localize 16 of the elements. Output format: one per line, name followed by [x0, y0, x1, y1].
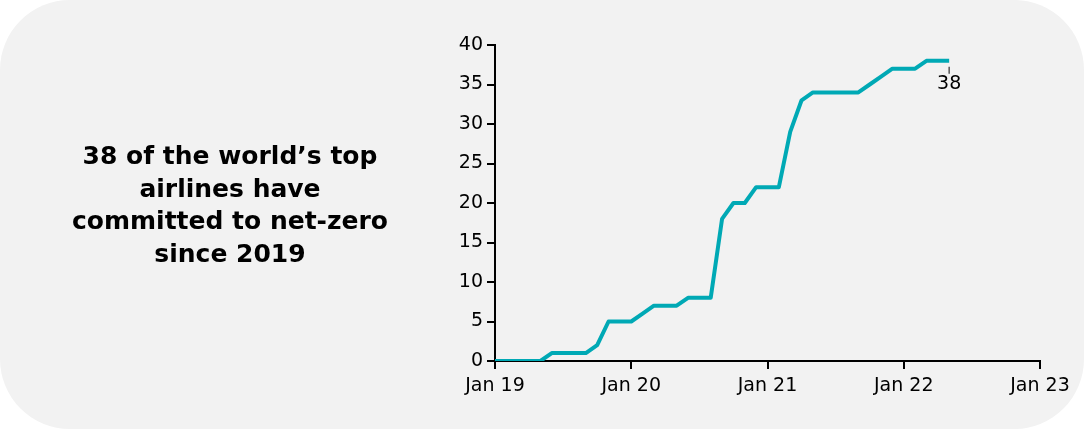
y-tick-label: 20: [458, 189, 483, 212]
y-tick-label: 40: [458, 31, 483, 54]
y-tick-label: 15: [458, 229, 483, 252]
y-tick-label: 30: [458, 110, 483, 133]
x-tick-label: Jan 22: [872, 373, 934, 396]
x-tick-label: Jan 20: [600, 373, 662, 396]
data-label: 38: [937, 71, 962, 94]
x-tick-label: Jan 21: [736, 373, 798, 396]
y-tick-label: 5: [470, 308, 483, 331]
y-tick-label: 10: [458, 268, 483, 291]
y-tick-label: 35: [458, 71, 483, 94]
x-tick-label: Jan 19: [464, 373, 525, 396]
text: 38 of the world’s top airlines have committed to net-zero since 2019: [70, 140, 389, 270]
x-tick-label: Jan 23: [1009, 373, 1070, 396]
y-tick-label: 0: [470, 347, 483, 370]
y-tick-label: 25: [458, 150, 483, 173]
